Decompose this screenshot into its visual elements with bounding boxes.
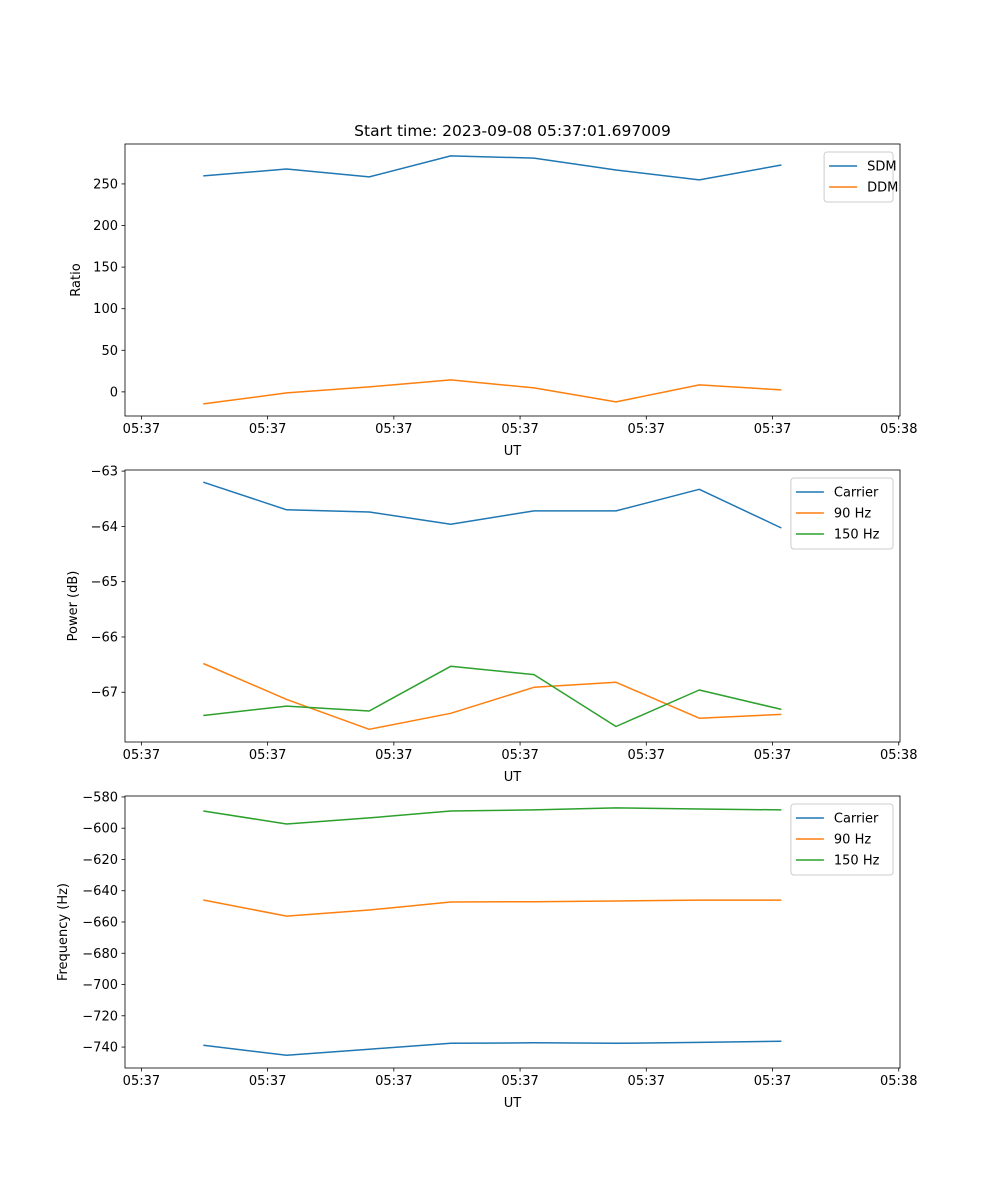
legend: SDM DDM	[823, 151, 898, 203]
y-tick-label: −67	[91, 686, 118, 701]
x-tick-label: 05:37	[501, 422, 538, 437]
legend-label: SDM	[867, 160, 896, 175]
series-line-sdm	[203, 155, 782, 181]
x-axis-label: UT	[504, 444, 522, 459]
x-tick-label: 05:37	[249, 422, 286, 437]
legend-box	[790, 477, 894, 550]
series-line-90-hz	[203, 662, 782, 731]
x-tick-label: 05:37	[249, 1074, 286, 1089]
legend-box	[823, 151, 894, 203]
legend-label: Carrier	[834, 486, 879, 501]
subplot-3: 05:37 05:37 05:37 05:37 05:37 05:37 05:38 −740 −…	[56, 790, 917, 1111]
y-tick-label: −640	[82, 884, 118, 899]
x-tick-label: 05:37	[375, 422, 412, 437]
x-tick-label: 05:37	[754, 422, 791, 437]
legend-box	[790, 803, 894, 876]
x-tick-label: 05:37	[123, 422, 160, 437]
axes-frame	[124, 795, 901, 1069]
x-tick-label: 05:38	[880, 422, 917, 437]
y-tick-label: −620	[82, 853, 118, 868]
y-tick-label: −660	[82, 915, 118, 930]
x-tick-label: 05:37	[628, 1074, 665, 1089]
series-line-150-hz	[203, 665, 782, 728]
x-tick-label: 05:38	[880, 748, 917, 763]
y-tick-label: 250	[93, 177, 118, 192]
x-axis-label: UT	[504, 1096, 522, 1111]
y-axis-label: Frequency (Hz)	[56, 883, 71, 981]
x-tick-label: 05:37	[375, 748, 412, 763]
y-tick-label: −600	[82, 822, 118, 837]
axes-frame	[124, 143, 901, 417]
x-tick-label: 05:38	[880, 1074, 917, 1089]
x-tick-label: 05:37	[375, 1074, 412, 1089]
series-line-150-hz	[203, 807, 782, 825]
subplot-2: 05:37 05:37 05:37 05:37 05:37 05:37 05:38 −67 −6…	[66, 465, 917, 785]
y-tick-label: −740	[82, 1041, 118, 1056]
x-tick-label: 05:37	[754, 748, 791, 763]
x-tick-label: 05:37	[249, 748, 286, 763]
x-tick-label: 05:37	[123, 748, 160, 763]
legend-label: 150 Hz	[834, 528, 880, 543]
x-tick-label: 05:37	[501, 1074, 538, 1089]
series-line-ddm	[203, 379, 782, 405]
subplot-1: 05:37 05:37 05:37 05:37 05:37 05:37 05:38 0 50 10…	[69, 143, 917, 459]
y-tick-label: 150	[93, 261, 118, 276]
y-tick-label: 200	[93, 219, 118, 234]
x-axis-label: UT	[504, 770, 522, 785]
axes-frame	[124, 469, 901, 743]
y-tick-label: −65	[91, 575, 118, 590]
y-tick-label: −720	[82, 1009, 118, 1024]
y-tick-label: −680	[82, 947, 118, 962]
y-axis-label: Ratio	[69, 263, 84, 296]
legend-label: 90 Hz	[834, 507, 871, 522]
x-tick-label: 05:37	[123, 1074, 160, 1089]
y-tick-label: −63	[91, 465, 118, 480]
y-tick-label: −66	[91, 630, 118, 645]
y-tick-label: 100	[93, 302, 118, 317]
y-tick-label: −580	[82, 790, 118, 805]
x-tick-label: 05:37	[628, 422, 665, 437]
y-tick-label: 50	[101, 344, 118, 359]
series-line-carrier	[203, 481, 782, 529]
y-tick-label: −700	[82, 978, 118, 993]
chart-title: Start time: 2023-09-08 05:37:01.697009	[354, 122, 671, 140]
series-line-90-hz	[203, 899, 782, 917]
legend-label: 90 Hz	[834, 833, 871, 848]
legend-label: DDM	[867, 181, 898, 196]
y-tick-label: −64	[91, 520, 118, 535]
y-tick-label: 0	[110, 385, 118, 400]
legend-label: Carrier	[834, 812, 879, 827]
series-line-carrier	[203, 1040, 782, 1057]
x-tick-label: 05:37	[754, 1074, 791, 1089]
x-tick-label: 05:37	[628, 748, 665, 763]
x-tick-label: 05:37	[501, 748, 538, 763]
y-axis-label: Power (dB)	[66, 571, 81, 642]
legend: Carrier 90 Hz 150 Hz	[790, 803, 894, 876]
legend: Carrier 90 Hz 150 Hz	[790, 477, 894, 550]
legend-label: 150 Hz	[834, 854, 880, 869]
